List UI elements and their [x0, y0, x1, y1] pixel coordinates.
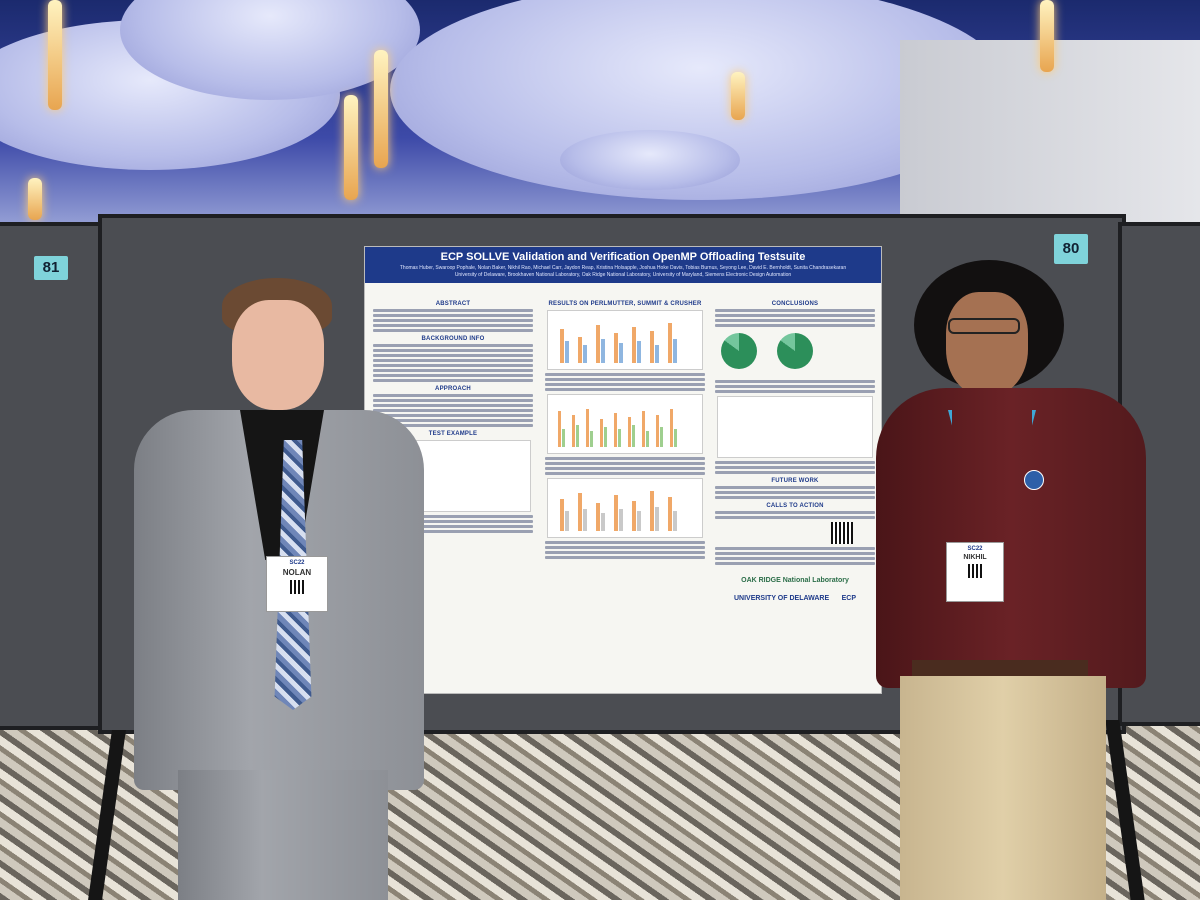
display-board-left: [0, 222, 108, 730]
section-heading: RESULTS ON PERLMUTTER, SUMMIT & CRUSHER: [548, 301, 702, 307]
ceiling-disc: [560, 130, 740, 190]
badge-qr-code: [968, 564, 982, 578]
badge-qr-code: [290, 580, 304, 594]
feature-table-graphic: [717, 396, 873, 458]
pendant-light: [731, 72, 745, 120]
section-heading: FUTURE WORK: [771, 478, 819, 484]
booth-number-tag: 81: [34, 256, 68, 280]
person-right-trousers: [900, 676, 1106, 900]
poster-column-right: CONCLUSIONS FUTURE WORK CALLS TO ACTION …: [711, 297, 879, 605]
udel-logo: UNIVERSITY OF DELAWARE: [733, 595, 830, 602]
pie-chart: [777, 333, 813, 369]
poster-logos: OAK RIDGE National Laboratory UNIVERSITY…: [711, 569, 879, 605]
section-heading: ABSTRACT: [435, 301, 471, 307]
badge-name: NOLAN: [282, 568, 312, 577]
ornl-logo: OAK RIDGE National Laboratory: [741, 577, 849, 584]
pendant-light: [1040, 0, 1054, 72]
person-left-name-badge: SC22 NOLAN: [266, 556, 328, 612]
section-heading: APPROACH: [435, 386, 471, 392]
poster-author-list: Thomas Huber, Swaroop Pophale, Nolan Bak…: [399, 265, 847, 271]
pendant-light: [344, 95, 358, 200]
person-right-face: [946, 292, 1028, 396]
poster-column-middle: RESULTS ON PERLMUTTER, SUMMIT & CRUSHER: [541, 297, 709, 561]
research-poster: ECP SOLLVE Validation and Verification O…: [364, 246, 882, 694]
glasses: [948, 318, 1020, 334]
poster-authors: Thomas Huber, Swaroop Pophale, Nolan Bak…: [365, 265, 881, 283]
person-right-sweater: [876, 388, 1146, 688]
badge-event: SC22: [289, 560, 305, 566]
pendant-light: [28, 178, 42, 220]
results-bar-chart: [547, 394, 703, 454]
person-right-name-badge: SC22 NIKHIL: [946, 542, 1004, 602]
pie-charts: [711, 329, 879, 378]
results-bar-chart: [547, 478, 703, 538]
section-heading: CONCLUSIONS: [771, 301, 819, 307]
section-heading: BACKGROUND INFO: [421, 336, 485, 342]
badge-event: SC22: [967, 546, 983, 552]
ecp-logo: ECP: [841, 595, 857, 602]
poster-title: ECP SOLLVE Validation and Verification O…: [365, 247, 881, 265]
person-left-face: [232, 300, 324, 410]
badge-name: NIKHIL: [963, 554, 987, 561]
qr-code: [831, 522, 853, 544]
section-heading: CALLS TO ACTION: [766, 503, 824, 509]
pendant-light: [48, 0, 62, 110]
pendant-light: [374, 50, 388, 168]
results-chart-graphic: [560, 323, 677, 363]
results-chart-graphic: [558, 409, 677, 447]
belt: [912, 660, 1088, 678]
section-heading: TEST EXAMPLE: [428, 431, 478, 437]
poster-affiliations: University of Delaware, Brookhaven Natio…: [454, 272, 792, 278]
lapel-pin: [1024, 470, 1044, 490]
pie-chart: [721, 333, 757, 369]
results-bar-chart: [547, 310, 703, 370]
booth-number-tag: 80: [1054, 234, 1088, 264]
results-chart-graphic: [560, 491, 677, 531]
person-left-trousers: [178, 770, 388, 900]
back-wall: [900, 40, 1200, 240]
